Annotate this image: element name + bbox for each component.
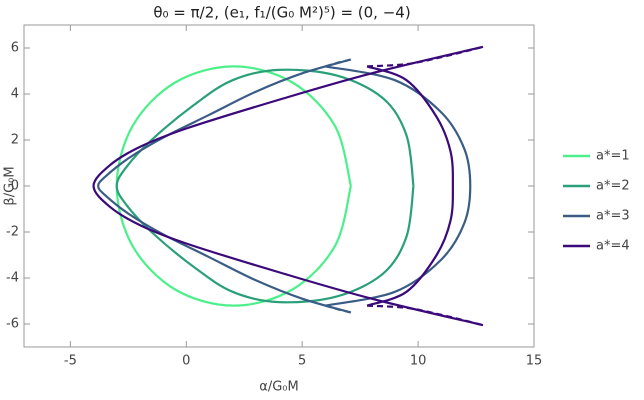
curve (97, 58, 472, 314)
x-tick-label: 5 (298, 354, 306, 369)
y-tick-label: 0 (11, 179, 19, 194)
dashed-curve (367, 45, 484, 327)
y-tick-label: -2 (6, 225, 19, 240)
y-tick-label: 4 (11, 87, 19, 102)
chart-title: θ₀ = π/2, (e₁, f₁/(G₀ M²)⁵) = (0, −4) (153, 4, 410, 22)
plot-frame (23, 24, 535, 348)
y-axis-label: β/G₀M (3, 166, 18, 205)
x-tick-label: 15 (526, 354, 543, 369)
y-tick-label: -4 (6, 271, 19, 286)
x-tick-label: 10 (410, 354, 427, 369)
legend-label: a*=4 (596, 239, 630, 254)
legend-label: a*=1 (596, 149, 630, 164)
dashed-curve (325, 58, 352, 314)
x-tick-label: 0 (182, 354, 190, 369)
legend-label: a*=3 (596, 209, 630, 224)
y-tick-label: 6 (11, 41, 19, 56)
curve (115, 68, 415, 304)
legend-label: a*=2 (596, 179, 630, 194)
x-axis-label: α/G₀M (259, 380, 298, 395)
x-tick-label: -5 (64, 354, 77, 369)
y-tick-label: -6 (6, 317, 19, 332)
curve (92, 45, 484, 327)
y-tick-label: 2 (11, 133, 19, 148)
